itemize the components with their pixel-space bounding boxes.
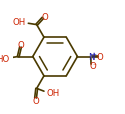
Text: N: N <box>88 52 94 61</box>
Text: O: O <box>41 13 48 22</box>
Text: O: O <box>18 41 25 50</box>
Text: HO: HO <box>0 54 9 63</box>
Text: O: O <box>32 96 39 105</box>
Text: O: O <box>96 52 103 61</box>
Text: +: + <box>90 52 96 58</box>
Text: OH: OH <box>13 18 26 27</box>
Text: ⁻: ⁻ <box>92 62 96 68</box>
Text: OH: OH <box>46 88 60 97</box>
Text: O: O <box>90 61 96 70</box>
